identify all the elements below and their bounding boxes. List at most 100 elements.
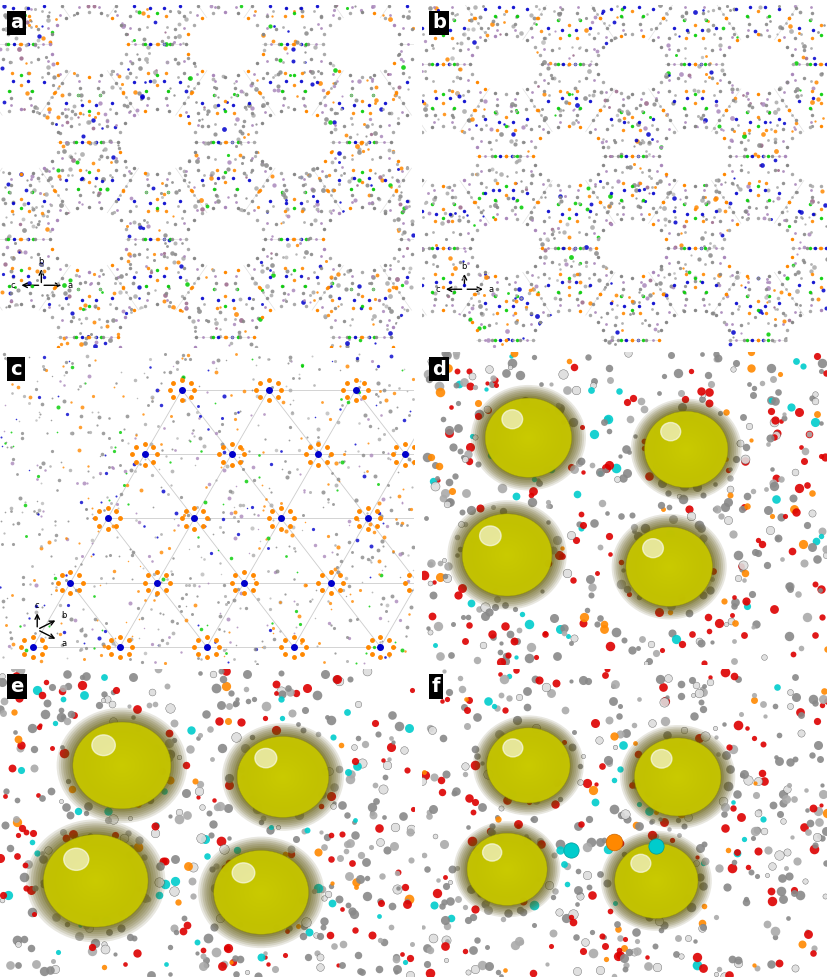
Circle shape (28, 822, 163, 940)
Text: f: f (432, 677, 441, 696)
Circle shape (456, 507, 559, 603)
Circle shape (523, 433, 534, 443)
Circle shape (643, 870, 669, 893)
Circle shape (489, 538, 525, 572)
Circle shape (670, 770, 686, 784)
Circle shape (640, 407, 733, 491)
Circle shape (98, 744, 146, 786)
Circle shape (91, 876, 100, 885)
Circle shape (623, 851, 690, 911)
Circle shape (249, 881, 274, 904)
Circle shape (724, 220, 791, 276)
Circle shape (56, 707, 187, 823)
Circle shape (646, 412, 727, 487)
Circle shape (269, 764, 297, 789)
Circle shape (662, 128, 728, 184)
Circle shape (219, 855, 304, 929)
Circle shape (513, 424, 544, 451)
Circle shape (234, 869, 289, 916)
Circle shape (655, 421, 718, 478)
Circle shape (485, 534, 529, 575)
Circle shape (654, 553, 685, 580)
Circle shape (645, 871, 667, 891)
Circle shape (500, 741, 556, 790)
Circle shape (189, 404, 262, 464)
Circle shape (213, 850, 309, 935)
Circle shape (603, 832, 710, 929)
Circle shape (650, 549, 688, 584)
Circle shape (79, 727, 165, 804)
Circle shape (676, 775, 680, 779)
Circle shape (500, 548, 515, 562)
Circle shape (675, 440, 697, 459)
Circle shape (527, 764, 530, 767)
Circle shape (501, 549, 513, 561)
Circle shape (68, 717, 176, 814)
Circle shape (477, 528, 537, 582)
Circle shape (619, 847, 693, 914)
Circle shape (325, 404, 399, 464)
Circle shape (601, 830, 712, 931)
Circle shape (530, 307, 603, 366)
Circle shape (59, 709, 185, 822)
Circle shape (42, 833, 149, 928)
Circle shape (257, 111, 330, 172)
Circle shape (215, 852, 308, 933)
Circle shape (672, 436, 701, 463)
Circle shape (47, 837, 145, 924)
Circle shape (115, 760, 128, 771)
Circle shape (667, 767, 689, 787)
Circle shape (631, 854, 651, 872)
Circle shape (621, 523, 717, 611)
Circle shape (457, 509, 557, 601)
Circle shape (189, 209, 262, 270)
Circle shape (523, 760, 534, 771)
Circle shape (480, 526, 501, 545)
Circle shape (454, 822, 561, 917)
Circle shape (189, 14, 262, 74)
Circle shape (632, 736, 724, 819)
Circle shape (662, 560, 676, 573)
Circle shape (325, 14, 399, 74)
Circle shape (512, 750, 545, 781)
Circle shape (503, 551, 511, 559)
Circle shape (681, 445, 691, 454)
Circle shape (466, 832, 548, 906)
Circle shape (263, 759, 304, 795)
Circle shape (471, 837, 543, 902)
Circle shape (484, 725, 573, 805)
Circle shape (40, 831, 151, 930)
Circle shape (486, 399, 571, 477)
Circle shape (505, 868, 509, 871)
Text: b: b (61, 612, 67, 620)
Circle shape (473, 36, 539, 92)
Circle shape (511, 422, 546, 453)
Circle shape (284, 128, 351, 184)
Circle shape (629, 734, 726, 821)
Circle shape (661, 761, 695, 792)
Circle shape (515, 753, 542, 777)
Circle shape (52, 14, 126, 74)
Circle shape (265, 761, 301, 793)
Circle shape (652, 551, 686, 582)
Circle shape (661, 422, 681, 441)
Circle shape (237, 737, 328, 818)
Text: c: c (10, 360, 22, 378)
Circle shape (517, 427, 540, 448)
Circle shape (56, 846, 136, 915)
Circle shape (36, 828, 156, 934)
Circle shape (226, 861, 297, 924)
Circle shape (467, 833, 547, 906)
Circle shape (227, 863, 294, 922)
Circle shape (515, 425, 542, 450)
Circle shape (488, 729, 569, 802)
Circle shape (491, 732, 566, 799)
Circle shape (394, 307, 466, 366)
Circle shape (505, 553, 509, 557)
Circle shape (68, 856, 123, 906)
Circle shape (240, 873, 282, 911)
Circle shape (606, 835, 706, 926)
Circle shape (651, 875, 662, 886)
Circle shape (447, 500, 566, 610)
Circle shape (655, 756, 700, 798)
